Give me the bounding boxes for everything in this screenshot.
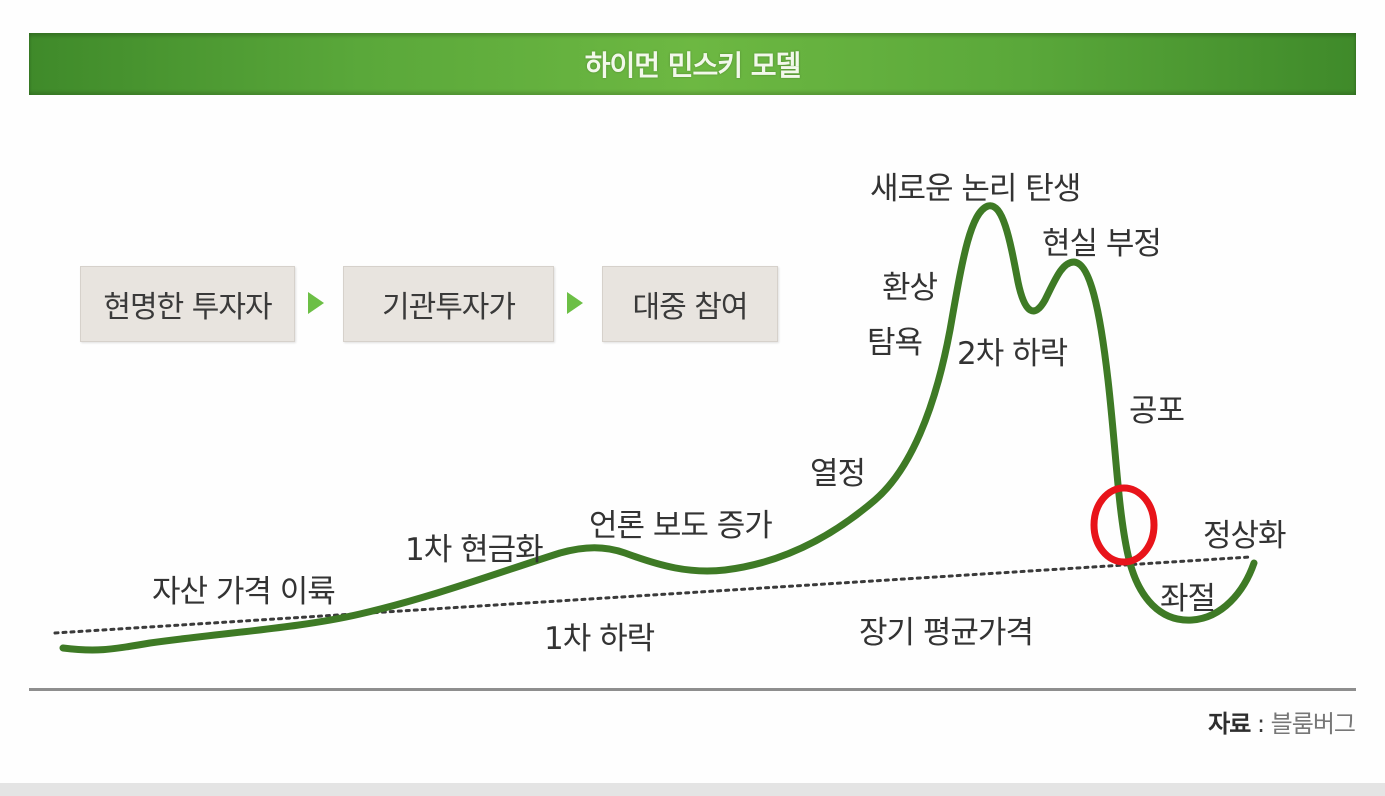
diagram-title: 하이먼 민스키 모델 bbox=[584, 49, 802, 82]
label-fear: 공포 bbox=[1129, 393, 1185, 429]
stage-box-public-participation: 대중 참여 bbox=[602, 266, 778, 342]
bottom-divider bbox=[29, 688, 1356, 691]
label-normalization: 정상화 bbox=[1203, 518, 1287, 554]
stage-label: 대중 참여 bbox=[632, 290, 749, 325]
label-enthusiasm: 열정 bbox=[810, 456, 866, 492]
stage-box-smart-investors: 현명한 투자자 bbox=[80, 266, 295, 342]
label-asset-price-formation: 자산 가격 이륙 bbox=[152, 574, 336, 610]
label-illusion: 환상 bbox=[882, 270, 938, 306]
label-capitulation: 좌절 bbox=[1160, 581, 1216, 617]
footer-strip bbox=[0, 783, 1385, 796]
arrow-right-icon bbox=[308, 292, 324, 314]
label-first-decline: 1차 하락 bbox=[544, 621, 655, 657]
highlight-circle bbox=[1090, 484, 1158, 566]
title-bar: 하이먼 민스키 모델 bbox=[29, 33, 1356, 95]
label-first-cashout: 1차 현금화 bbox=[405, 532, 544, 568]
source-value: 블룸버그 bbox=[1270, 710, 1356, 738]
stage-label: 현명한 투자자 bbox=[103, 290, 272, 325]
source-separator: : bbox=[1250, 710, 1271, 738]
arrow-right-icon bbox=[567, 292, 583, 314]
source-note: 자료 : 블룸버그 bbox=[1208, 704, 1356, 739]
label-new-paradigm: 새로운 논리 탄생 bbox=[870, 171, 1081, 207]
label-long-term-average: 장기 평균가격 bbox=[859, 615, 1034, 651]
label-greed: 탐욕 bbox=[867, 325, 923, 361]
label-denial: 현실 부정 bbox=[1042, 226, 1162, 262]
label-second-decline: 2차 하락 bbox=[957, 336, 1068, 372]
source-label: 자료 bbox=[1208, 710, 1251, 738]
stage-label: 기관투자가 bbox=[382, 290, 516, 325]
label-media-coverage: 언론 보도 증가 bbox=[589, 508, 773, 544]
price-curve bbox=[59, 202, 1258, 654]
stage-box-institutional-investors: 기관투자가 bbox=[343, 266, 554, 342]
long-term-average-line bbox=[53, 555, 1252, 635]
